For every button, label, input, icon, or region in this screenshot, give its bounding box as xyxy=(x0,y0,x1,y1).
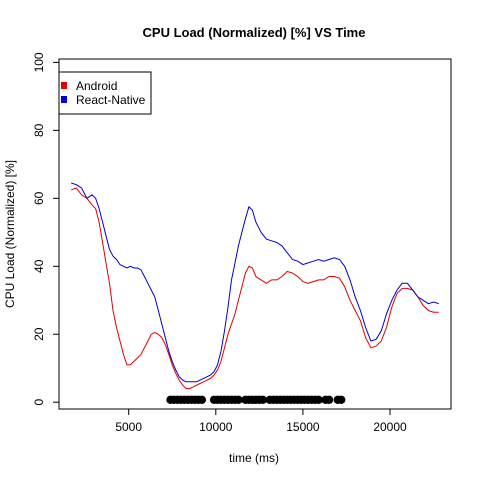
marker-point xyxy=(234,395,243,405)
legend-box xyxy=(58,71,152,115)
legend-swatch-react-native xyxy=(61,96,67,103)
marker-point xyxy=(258,395,268,405)
marker-point xyxy=(314,395,323,405)
x-axis-label: time (ms) xyxy=(229,451,279,465)
x-axis: 5000 10000 15000 20000 xyxy=(115,409,407,434)
y-tick-label: 100 xyxy=(32,52,46,72)
x-tick-label: 5000 xyxy=(115,420,142,434)
y-tick-label: 20 xyxy=(32,327,46,341)
x-tick-label: 15000 xyxy=(286,420,320,434)
marker-point xyxy=(197,395,207,405)
y-axis: 0 20 40 60 80 100 xyxy=(32,52,59,406)
y-axis-label: CPU Load (Normalized) [%] xyxy=(3,160,17,308)
marker-point xyxy=(337,395,346,405)
legend-label-android: Android xyxy=(76,79,117,93)
legend: Android React-Native xyxy=(58,71,152,115)
legend-swatch-android xyxy=(61,82,67,89)
marker-point xyxy=(324,395,334,405)
x-tick-label: 10000 xyxy=(199,420,233,434)
chart-title: CPU Load (Normalized) [%] VS Time xyxy=(143,25,366,40)
series-lines xyxy=(71,182,439,390)
plot-frame xyxy=(58,58,452,410)
legend-label-react-native: React-Native xyxy=(76,93,146,107)
series-line-android xyxy=(71,187,439,390)
y-tick-label: 40 xyxy=(32,259,46,273)
marker-points xyxy=(166,395,346,405)
y-tick-label: 0 xyxy=(32,399,46,406)
x-tick-label: 20000 xyxy=(373,420,407,434)
series-line-react-native xyxy=(71,182,439,383)
y-tick-label: 60 xyxy=(32,191,46,205)
y-tick-label: 80 xyxy=(32,123,46,137)
